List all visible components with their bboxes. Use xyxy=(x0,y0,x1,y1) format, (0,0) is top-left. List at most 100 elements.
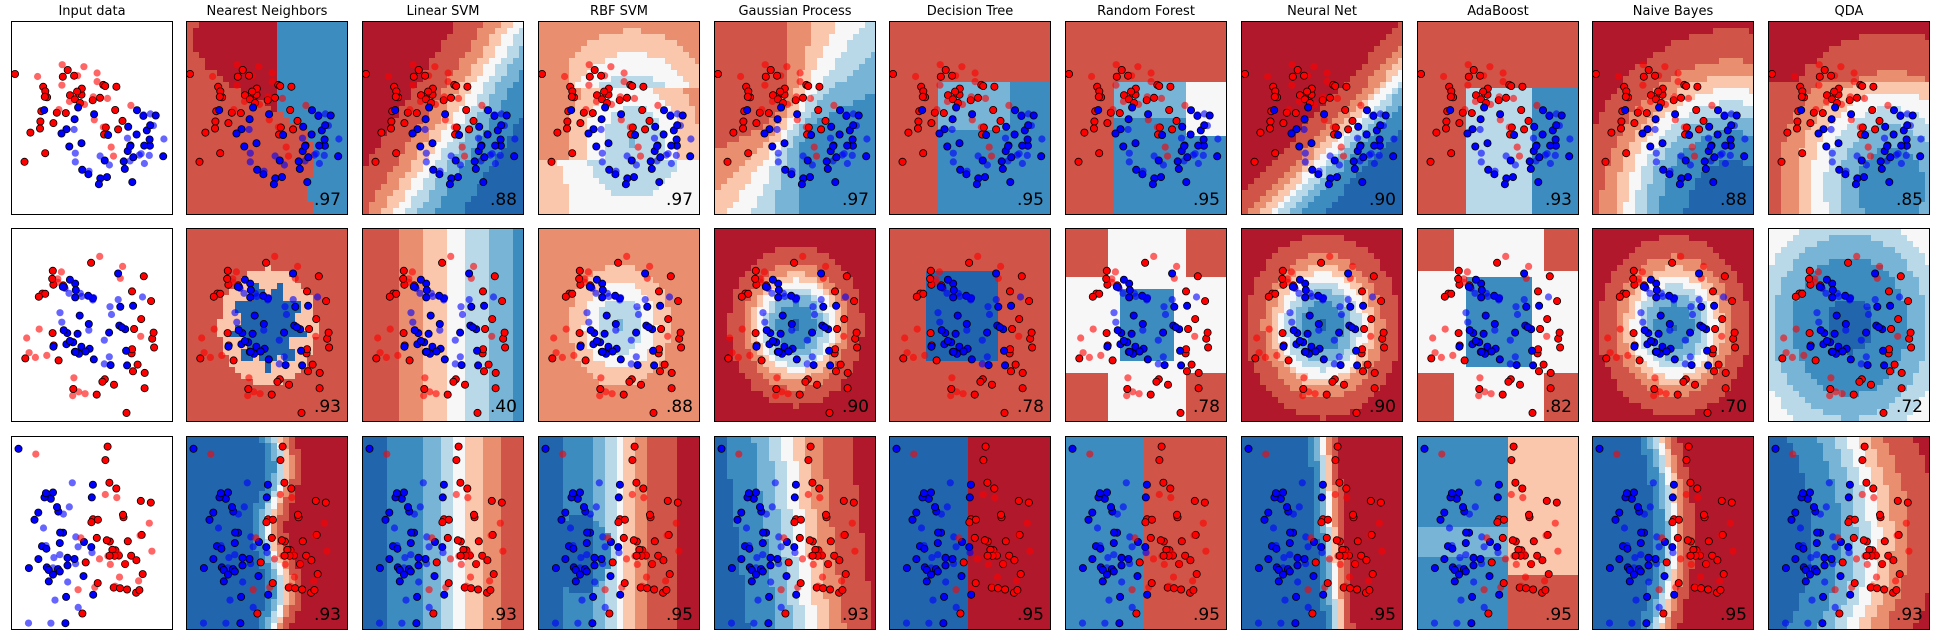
point-class-red xyxy=(1187,360,1196,369)
point-class-red xyxy=(101,82,110,91)
point-class-blue xyxy=(1335,328,1344,337)
point-class-blue xyxy=(1125,158,1133,166)
point-class-red xyxy=(744,289,753,298)
point-class-blue xyxy=(1193,111,1202,119)
point-class-red xyxy=(550,334,558,342)
point-class-blue xyxy=(70,555,79,564)
point-class-blue xyxy=(47,619,55,627)
point-class-red xyxy=(63,66,72,75)
point-class-blue xyxy=(308,106,317,115)
point-class-red xyxy=(1518,484,1527,493)
point-class-red xyxy=(1890,360,1899,369)
point-class-blue xyxy=(1668,493,1677,502)
point-class-blue xyxy=(65,275,74,284)
point-class-red xyxy=(582,106,590,114)
point-class-red xyxy=(470,262,478,270)
point-class-blue xyxy=(1700,157,1709,166)
point-class-red xyxy=(1616,124,1625,133)
point-class-blue xyxy=(73,329,82,338)
point-class-blue xyxy=(390,524,399,532)
point-class-blue xyxy=(1205,111,1214,120)
point-class-red xyxy=(1323,579,1332,588)
point-class-red xyxy=(810,143,818,151)
point-class-red xyxy=(1661,63,1669,71)
point-class-red xyxy=(983,478,992,487)
point-class-blue xyxy=(1491,326,1499,334)
point-class-red xyxy=(1815,72,1824,81)
point-class-blue xyxy=(1199,151,1207,159)
point-class-red xyxy=(626,123,634,131)
point-class-red xyxy=(116,584,125,593)
point-class-blue xyxy=(1303,329,1312,338)
point-class-red xyxy=(1838,558,1847,567)
point-class-blue xyxy=(1864,310,1873,319)
panel-plot xyxy=(187,229,347,421)
point-class-blue xyxy=(1430,619,1439,627)
point-class-red xyxy=(1431,349,1439,357)
point-class-blue xyxy=(1459,503,1468,512)
point-class-blue xyxy=(429,165,438,174)
point-class-red xyxy=(248,87,257,96)
point-class-red xyxy=(1357,551,1366,560)
point-class-blue xyxy=(1886,301,1895,310)
point-class-red xyxy=(1288,81,1296,89)
point-class-red xyxy=(1135,558,1144,567)
point-class-red xyxy=(1141,258,1150,267)
point-class-blue xyxy=(985,310,994,319)
point-class-blue xyxy=(298,134,307,142)
accuracy-score: .85 xyxy=(1896,190,1923,210)
point-class-blue xyxy=(1178,122,1187,131)
point-class-blue xyxy=(1319,355,1328,364)
point-class-red xyxy=(663,496,672,505)
point-class-red xyxy=(1362,556,1371,565)
point-class-red xyxy=(641,125,650,134)
point-class-blue xyxy=(1525,157,1534,166)
point-class-red xyxy=(792,93,800,101)
point-class-red xyxy=(499,547,507,555)
point-class-red xyxy=(1320,116,1328,124)
point-class-blue xyxy=(1721,141,1730,150)
point-class-blue xyxy=(1703,346,1712,355)
point-class-red xyxy=(34,292,43,301)
point-class-blue xyxy=(1651,125,1659,134)
point-class-blue xyxy=(1471,142,1480,151)
point-class-blue xyxy=(314,111,323,119)
point-class-blue xyxy=(1511,353,1519,361)
point-class-red xyxy=(253,609,262,618)
point-class-red xyxy=(1673,533,1682,542)
point-class-red xyxy=(567,92,576,101)
point-class-red xyxy=(1109,106,1117,114)
point-class-red xyxy=(1304,586,1312,594)
point-class-blue xyxy=(75,311,84,320)
point-class-blue xyxy=(1173,157,1182,166)
point-class-blue xyxy=(1192,293,1201,301)
point-class-blue xyxy=(967,355,976,364)
point-class-red xyxy=(1894,315,1903,324)
point-class-red xyxy=(1720,272,1729,281)
point-class-blue xyxy=(1350,164,1359,173)
point-class-red xyxy=(438,258,447,267)
point-class-red xyxy=(385,72,393,81)
point-class-blue xyxy=(30,515,39,524)
point-class-red xyxy=(1340,380,1349,389)
point-class-red xyxy=(1541,577,1549,585)
point-class-blue xyxy=(614,493,623,502)
point-class-blue xyxy=(1552,121,1561,130)
point-class-red xyxy=(48,274,57,283)
point-class-blue xyxy=(1457,596,1465,604)
point-class-red xyxy=(1028,343,1037,352)
point-class-red xyxy=(113,494,121,502)
point-class-blue xyxy=(646,157,655,166)
point-class-red xyxy=(392,289,401,298)
point-class-red xyxy=(1850,579,1859,588)
point-class-blue xyxy=(848,135,857,144)
point-class-blue xyxy=(747,577,756,586)
point-class-red xyxy=(558,353,566,361)
point-class-red xyxy=(405,278,413,286)
panel-plot xyxy=(1593,437,1753,629)
point-class-red xyxy=(294,262,302,270)
point-class-blue xyxy=(1244,444,1253,453)
point-class-red xyxy=(1323,78,1331,86)
point-class-red xyxy=(1708,551,1717,560)
point-class-red xyxy=(1166,484,1175,493)
